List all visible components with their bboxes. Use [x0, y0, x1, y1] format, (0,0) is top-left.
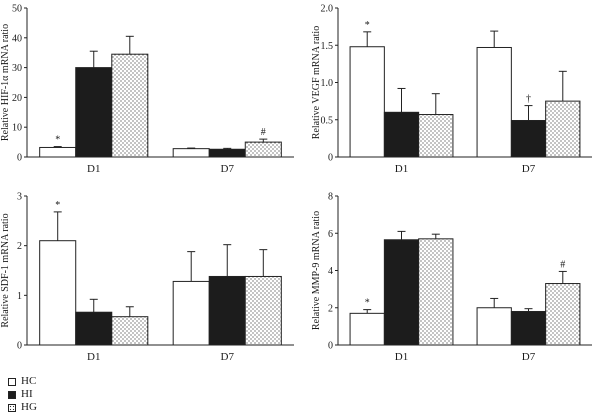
- panel-1-bar-hi-d7: [208, 148, 246, 158]
- panel-2-category-label: D7: [522, 163, 536, 175]
- panel-1-category-label: D7: [221, 163, 235, 175]
- panel-1-bar-hc-d1: [39, 146, 77, 158]
- panel-1-bar-hg-d1: [111, 53, 149, 158]
- panel-2-ytick-label: 2.0: [321, 4, 334, 15]
- legend-item-hc: HC: [8, 375, 37, 388]
- panel-2-bar-hg-d1: [418, 114, 454, 158]
- panel-3-category-label: D7: [221, 351, 235, 363]
- panel-3-ytick-label: 2: [17, 241, 22, 252]
- panel-1-ytick-label: 50: [12, 4, 22, 15]
- panel-4-ytick-label: 4: [328, 266, 333, 277]
- panel-1-bar-hc-d7: [172, 148, 210, 158]
- panel-4-significance-marker: #: [560, 259, 565, 270]
- panel-1-ytick-label: 40: [12, 33, 22, 44]
- panel-4-ytick-label: 2: [328, 303, 333, 314]
- panel-4-bar-hi-d7: [510, 310, 547, 346]
- panel-1-ytick-label: 20: [12, 93, 22, 104]
- panel-2-significance-marker: †: [526, 94, 531, 105]
- panel-4-significance-marker: *: [365, 298, 370, 309]
- panel-2-significance-marker: *: [365, 20, 370, 31]
- panel-1-ylabel: Relative HIF-1α mRNA ratio: [0, 24, 11, 141]
- panel-2-bar-hi-d7: [510, 119, 547, 158]
- panel-4-bar-hg-d1: [418, 238, 454, 346]
- panel-2-bar-hi-d1: [383, 111, 420, 158]
- legend-swatch-hg: [8, 403, 16, 412]
- panel-4-bar-hi-d1: [383, 239, 420, 346]
- panel-4-ylabel: Relative MMP-9 mRNA ratio: [311, 211, 322, 330]
- legend-label-hg: HG: [21, 401, 37, 413]
- panel-4-category-label: D1: [395, 351, 408, 363]
- panel-4-ytick-label: 6: [328, 229, 333, 240]
- panel-3-bar-hi-d7: [208, 275, 246, 346]
- legend-swatch-hc: [8, 377, 16, 386]
- panel-2-bar-hc-d7: [476, 46, 512, 158]
- panel-2-ytick-label: 1.0: [321, 78, 334, 89]
- panel-2-ytick-label: 1.5: [321, 41, 334, 52]
- panel-1-bar-hg-d7: [244, 141, 282, 158]
- panel-1-ytick-label: 10: [12, 123, 22, 134]
- legend-label-hc: HC: [21, 375, 37, 387]
- panel-4-ytick-label: 8: [328, 192, 333, 203]
- panel-3-category-label: D1: [87, 351, 100, 363]
- panel-3-bar-hg-d1: [111, 316, 149, 346]
- panel-2-ytick-label: 0.5: [321, 115, 334, 126]
- panel-3-ytick-label: 1: [17, 291, 22, 302]
- panel-4-ytick-label: 0: [328, 341, 333, 352]
- legend: HC HI HG: [8, 375, 37, 414]
- panel-2-bar-hg-d7: [545, 100, 581, 158]
- panel-4-bar-hc-d7: [476, 307, 512, 346]
- panel-3-bar-hc-d1: [39, 240, 77, 346]
- panel-3-ytick-label: 0: [17, 341, 22, 352]
- legend-item-hi: HI: [8, 388, 37, 401]
- legend-swatch-hi: [8, 390, 16, 399]
- panel-4-category-label: D7: [522, 351, 536, 363]
- legend-item-hg: HG: [8, 401, 37, 414]
- panel-1-significance-marker: *: [55, 135, 60, 146]
- panel-3-bar-hc-d7: [172, 280, 210, 346]
- panel-3-bar-hi-d1: [75, 311, 113, 346]
- panel-2-ylabel: Relative VEGF mRNA ratio: [311, 26, 322, 139]
- legend-label-hi: HI: [21, 388, 33, 400]
- panel-2-ytick-label: 0: [328, 153, 333, 164]
- panel-2-category-label: D1: [395, 163, 408, 175]
- panel-3-significance-marker: *: [55, 200, 60, 211]
- panel-2-bar-hc-d1: [349, 46, 385, 158]
- panel-1-ytick-label: 0: [17, 153, 22, 164]
- panel-3-bar-hg-d7: [244, 275, 282, 346]
- panel-1-significance-marker: #: [261, 127, 266, 138]
- panel-1-bar-hi-d1: [75, 67, 113, 158]
- panel-4-bar-hg-d7: [545, 283, 581, 346]
- panel-1-category-label: D1: [87, 163, 100, 175]
- panel-3-ylabel: Relative SDF-1 mRNA ratio: [0, 213, 11, 327]
- panel-4-bar-hc-d1: [349, 312, 385, 346]
- panel-3-ytick-label: 3: [17, 192, 22, 203]
- panel-1-ytick-label: 30: [12, 63, 22, 74]
